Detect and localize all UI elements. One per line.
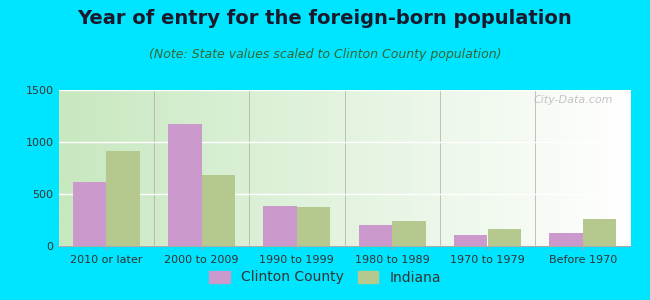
Bar — [359, 225, 392, 246]
Bar — [106, 152, 140, 246]
Bar — [488, 230, 521, 246]
Bar — [583, 220, 616, 246]
Text: (Note: State values scaled to Clinton County population): (Note: State values scaled to Clinton Co… — [149, 48, 501, 61]
Bar — [549, 233, 583, 246]
Bar — [297, 207, 330, 246]
Text: Year of entry for the foreign-born population: Year of entry for the foreign-born popul… — [77, 9, 573, 28]
Bar — [73, 182, 106, 246]
Bar — [263, 206, 297, 246]
Bar — [392, 220, 426, 246]
Bar — [202, 175, 235, 246]
Bar — [454, 235, 488, 246]
Text: City-Data.com: City-Data.com — [534, 95, 614, 105]
Legend: Clinton County, Indiana: Clinton County, Indiana — [203, 265, 447, 290]
Bar — [168, 124, 202, 246]
